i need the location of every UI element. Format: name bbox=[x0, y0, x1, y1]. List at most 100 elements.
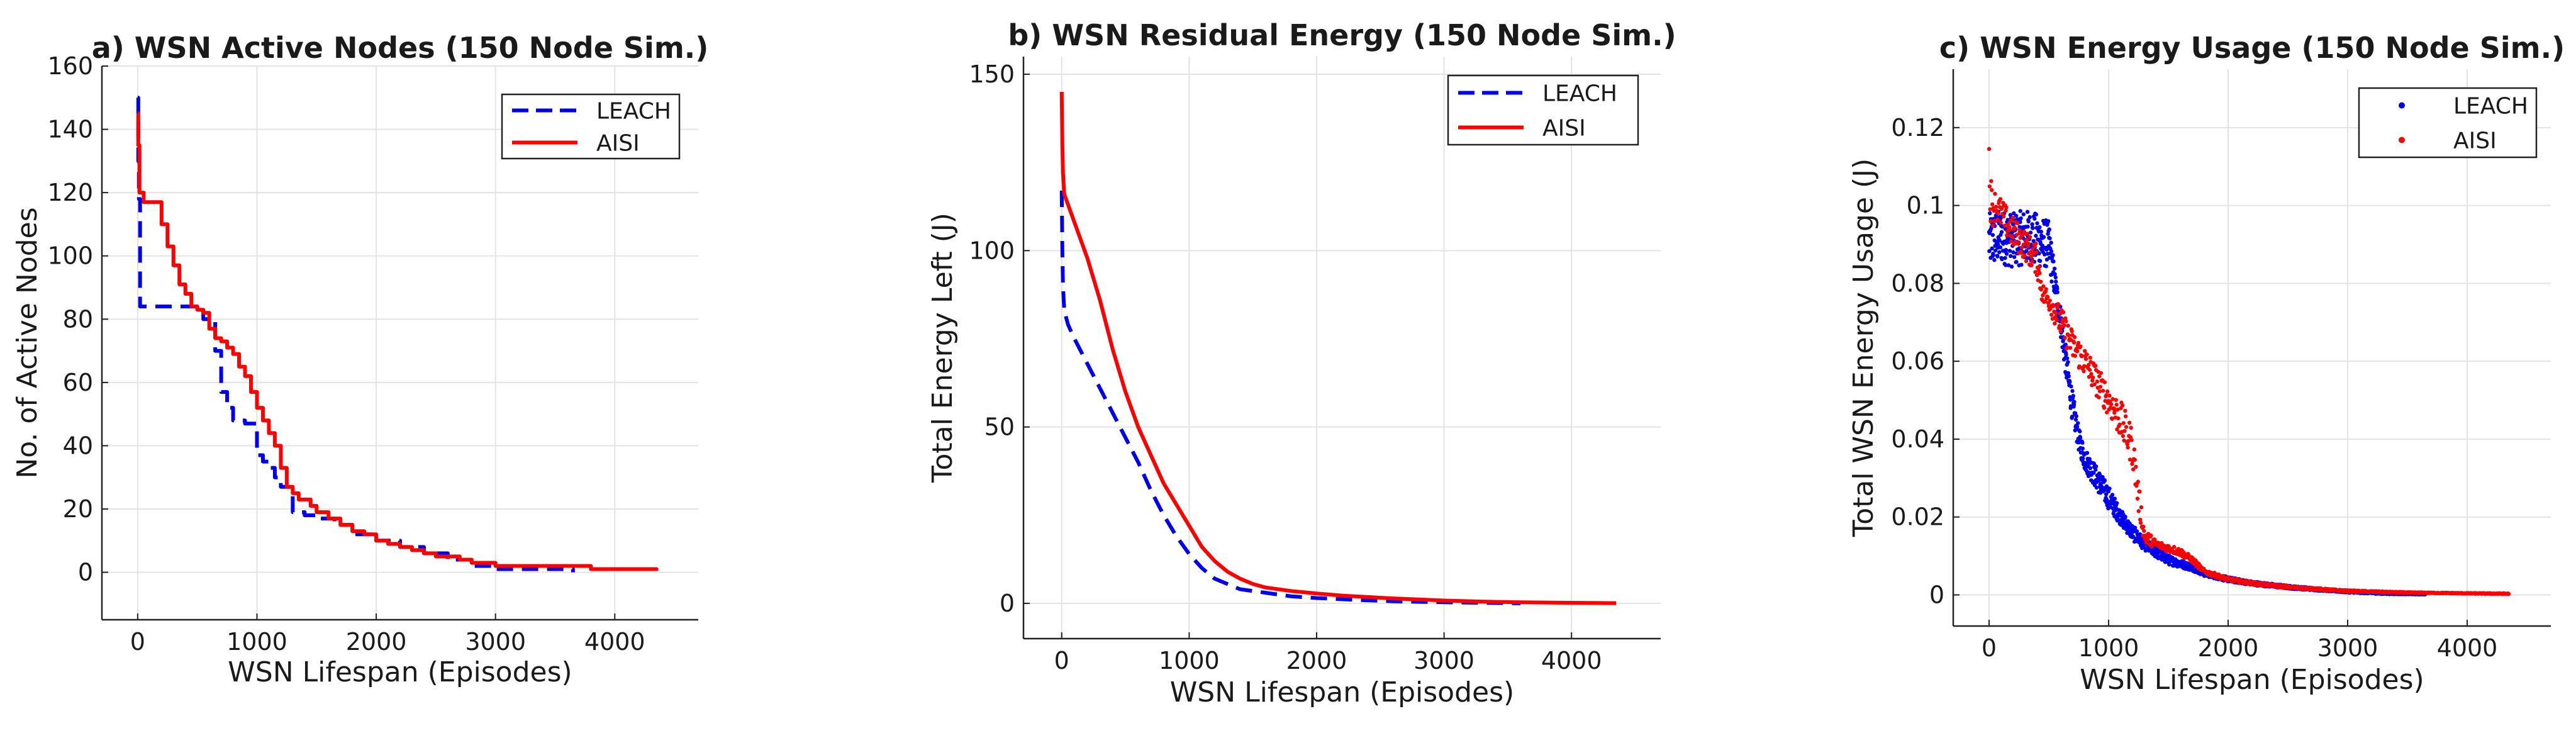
data-point-aisi bbox=[2116, 407, 2120, 412]
data-point-aisi bbox=[1995, 217, 2000, 222]
data-point-leach bbox=[2068, 380, 2072, 384]
x-tick-label: 0 bbox=[130, 628, 145, 656]
data-point-aisi bbox=[2058, 311, 2063, 316]
data-point-leach bbox=[2024, 249, 2029, 254]
y-tick-label: 150 bbox=[969, 60, 1015, 88]
data-point-aisi bbox=[2080, 354, 2085, 358]
data-point-aisi bbox=[2506, 591, 2511, 596]
data-point-aisi bbox=[2099, 371, 2104, 375]
series-points-aisi bbox=[1987, 147, 2511, 596]
data-point-leach bbox=[2055, 290, 2060, 294]
data-point-aisi bbox=[2131, 467, 2136, 472]
data-point-leach bbox=[2030, 222, 2034, 227]
data-point-leach bbox=[2107, 486, 2112, 491]
legend-box bbox=[501, 93, 681, 160]
data-point-leach bbox=[1998, 245, 2003, 250]
x-tick-label: 1000 bbox=[226, 628, 287, 656]
data-point-leach bbox=[1990, 233, 1995, 237]
data-point-leach bbox=[2044, 264, 2048, 269]
data-point-aisi bbox=[2039, 288, 2044, 292]
data-point-aisi bbox=[2139, 505, 2144, 510]
data-point-leach bbox=[2102, 478, 2107, 483]
data-point-aisi bbox=[2088, 355, 2092, 360]
data-point-leach bbox=[2011, 250, 2016, 255]
data-point-leach bbox=[2009, 264, 2014, 269]
data-point-aisi bbox=[2048, 298, 2052, 303]
ticks-b: 0 1000 2000 3000 4000 0 50 100 150 bbox=[969, 60, 1602, 674]
data-point-aisi bbox=[2077, 364, 2082, 369]
legend-box bbox=[2358, 87, 2538, 159]
data-point-aisi bbox=[2055, 318, 2059, 323]
y-tick-label: 40 bbox=[63, 432, 93, 459]
data-point-aisi bbox=[2021, 242, 2026, 247]
data-point-aisi bbox=[2018, 235, 2022, 240]
data-point-leach bbox=[2052, 266, 2057, 271]
data-point-leach bbox=[2104, 492, 2109, 496]
data-point-aisi bbox=[1998, 197, 2003, 201]
data-point-leach bbox=[2004, 248, 2009, 252]
data-point-leach bbox=[2065, 356, 2070, 361]
data-point-leach bbox=[2049, 249, 2054, 254]
data-point-aisi bbox=[2116, 416, 2121, 421]
series-line-aisi bbox=[136, 111, 659, 571]
data-point-leach bbox=[2080, 446, 2085, 451]
data-point-leach bbox=[2018, 209, 2022, 213]
data-point-aisi bbox=[2082, 369, 2086, 374]
y-tick-label: 0.08 bbox=[1891, 269, 1944, 297]
data-point-aisi bbox=[2033, 270, 2038, 274]
chart-title-c: c) WSN Energy Usage (150 Node Sim.) bbox=[1939, 31, 2565, 65]
data-point-aisi bbox=[2114, 398, 2118, 402]
data-point-aisi bbox=[2063, 335, 2067, 340]
data-point-leach bbox=[2038, 259, 2043, 264]
data-point-leach bbox=[2112, 496, 2117, 501]
x-axis-label-c: WSN Lifespan (Episodes) bbox=[2080, 664, 2424, 696]
data-point-aisi bbox=[2049, 313, 2054, 317]
data-point-aisi bbox=[2009, 239, 2014, 243]
x-tick-label: 2000 bbox=[2198, 634, 2259, 662]
legend-marker-leach bbox=[2399, 102, 2405, 109]
legend-label-leach: LEACH bbox=[2453, 94, 2528, 120]
data-point-aisi bbox=[2076, 340, 2081, 345]
data-point-leach bbox=[2039, 229, 2043, 234]
data-point-aisi bbox=[2016, 240, 2021, 245]
data-point-aisi bbox=[2038, 279, 2043, 284]
data-point-leach bbox=[2123, 515, 2127, 519]
data-point-leach bbox=[2114, 501, 2119, 505]
data-point-leach bbox=[2053, 275, 2058, 280]
data-point-leach bbox=[2134, 529, 2139, 534]
data-point-leach bbox=[1988, 211, 1992, 216]
data-point-leach bbox=[2075, 424, 2080, 429]
data-point-leach bbox=[2049, 240, 2053, 245]
data-point-aisi bbox=[1990, 187, 1994, 193]
data-point-leach bbox=[2047, 227, 2051, 232]
series-line-leach bbox=[136, 96, 575, 573]
data-point-aisi bbox=[1988, 207, 1992, 211]
data-point-leach bbox=[1992, 258, 1997, 262]
data-point-aisi bbox=[2001, 214, 2006, 219]
y-tick-label: 50 bbox=[984, 413, 1015, 441]
data-point-aisi bbox=[2120, 403, 2125, 408]
data-point-aisi bbox=[2117, 422, 2122, 427]
legend-c: LEACH AISI bbox=[2358, 87, 2538, 159]
data-point-aisi bbox=[2002, 223, 2007, 228]
data-point-aisi bbox=[2124, 425, 2129, 429]
data-point-aisi bbox=[2126, 445, 2130, 450]
data-point-leach bbox=[2034, 233, 2038, 238]
y-tick-label: 120 bbox=[47, 179, 93, 206]
data-point-aisi bbox=[2115, 427, 2119, 432]
legend-label-aisi: AISI bbox=[596, 131, 640, 157]
x-axis-label-b: WSN Lifespan (Episodes) bbox=[1170, 676, 1514, 708]
data-point-leach bbox=[1997, 250, 2002, 254]
data-point-leach bbox=[2076, 421, 2080, 425]
data-point-leach bbox=[1991, 253, 1995, 257]
y-tick-label: 20 bbox=[63, 495, 93, 523]
data-point-leach bbox=[2051, 259, 2056, 264]
data-point-aisi bbox=[2136, 509, 2141, 513]
data-point-aisi bbox=[2022, 253, 2027, 258]
y-tick-label: 100 bbox=[47, 242, 93, 270]
data-point-aisi bbox=[2141, 524, 2146, 529]
data-point-aisi bbox=[1987, 184, 1992, 189]
y-axis-label-c: Total WSN Energy Usage (J) bbox=[1848, 159, 1880, 538]
data-point-aisi bbox=[2010, 215, 2015, 220]
